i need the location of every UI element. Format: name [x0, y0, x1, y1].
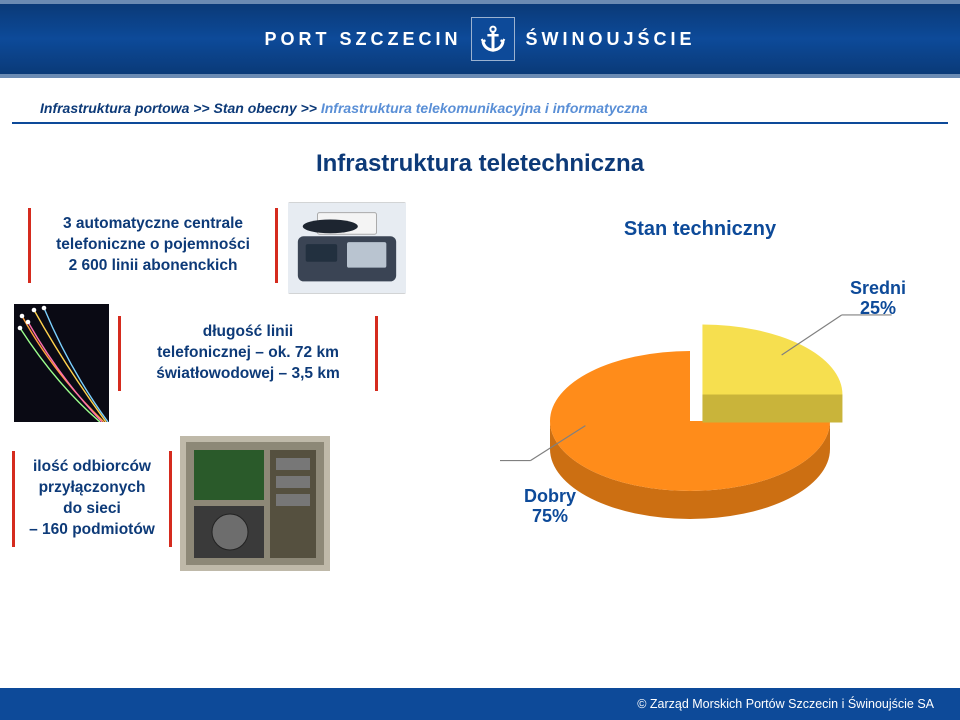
breadcrumb-part-1: Infrastruktura portowa >> Stan obecny >> — [40, 100, 321, 116]
chart-region: Stan techniczny Sredni 25% Dobry 75% — [480, 218, 920, 558]
info-box-dlugosc: długość linii telefonicznej – ok. 72 km … — [118, 316, 378, 391]
photo-fax — [288, 202, 406, 294]
pie-pct-sredni: 25% — [850, 299, 906, 319]
chart-title: Stan techniczny — [480, 218, 920, 241]
box3-line1: ilość odbiorców — [25, 457, 159, 478]
box3-line4: – 160 podmiotów — [25, 520, 159, 541]
box3-line2: przyłączonych — [25, 478, 159, 499]
content-area: 3 automatyczne centrale telefoniczne o p… — [0, 196, 960, 626]
brand-right: ŚWINOUJŚCIE — [525, 29, 695, 50]
box1-line2: telefoniczne o pojemności — [41, 235, 265, 256]
box1-line3: 2 600 linii abonenckich — [41, 256, 265, 277]
pie-label-sredni: Sredni 25% — [850, 279, 906, 319]
photo-fiber — [14, 304, 109, 422]
footer-bar: © Zarząd Morskich Portów Szczecin i Świn… — [0, 688, 960, 720]
box2-line3: światłowodowej – 3,5 km — [131, 364, 365, 385]
footer-text: © Zarząd Morskich Portów Szczecin i Świn… — [637, 697, 934, 711]
anchor-icon — [471, 17, 515, 61]
box1-line1: 3 automatyczne centrale — [41, 214, 265, 235]
breadcrumb-part-2: Infrastruktura telekomunikacyjna i infor… — [321, 100, 648, 116]
box2-line1: długość linii — [131, 322, 365, 343]
box2-line2: telefonicznej – ok. 72 km — [131, 343, 365, 364]
info-box-centrale: 3 automatyczne centrale telefoniczne o p… — [28, 208, 278, 283]
breadcrumb: Infrastruktura portowa >> Stan obecny >>… — [12, 78, 948, 124]
page-title: Infrastruktura teletechniczna — [0, 150, 960, 178]
brand-logo: PORT SZCZECIN ŚWINOUJŚCIE — [264, 17, 695, 61]
pie-label-dobry: Dobry 75% — [524, 487, 576, 527]
pie-chart: Sredni 25% Dobry 75% — [500, 251, 900, 531]
header-band: PORT SZCZECIN ŚWINOUJŚCIE — [0, 0, 960, 78]
info-box-odbiorcy: ilość odbiorców przyłączonych do sieci –… — [12, 451, 172, 547]
photo-pc-internals — [180, 436, 330, 571]
pie-pct-dobry: 75% — [524, 507, 576, 527]
box3-line3: do sieci — [25, 499, 159, 520]
brand-left: PORT SZCZECIN — [264, 29, 461, 50]
